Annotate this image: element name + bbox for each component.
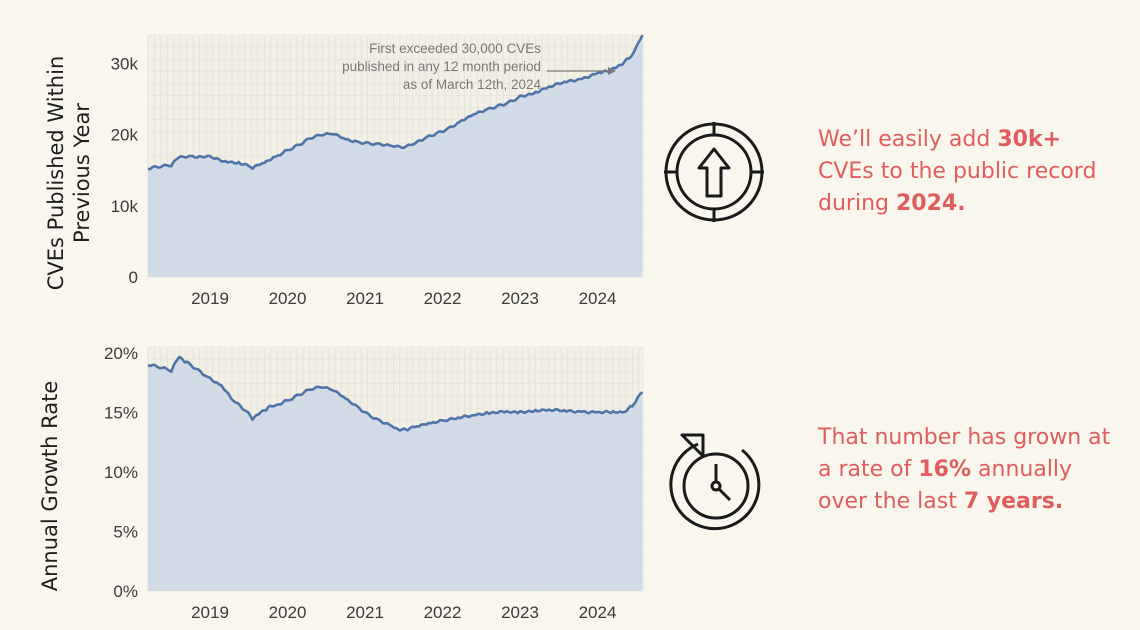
- note-cve-volume: We’ll easily add 30k+ CVEs to the public…: [818, 124, 1108, 220]
- y-ticks: 0% 5% 10% 15% 20%: [104, 344, 138, 601]
- note-highlight: 7 years.: [963, 489, 1064, 514]
- up-arrow-circle-icon: [664, 122, 764, 222]
- x-tick-label: 2023: [501, 603, 539, 622]
- annotation: First exceeded 30,000 CVEs published in …: [342, 41, 616, 92]
- x-tick-label: 2024: [579, 289, 617, 308]
- x-tick-label: 2022: [424, 289, 462, 308]
- x-tick-label: 2021: [346, 603, 384, 622]
- note-growth-rate: That number has grown at a rate of 16% a…: [818, 422, 1118, 518]
- note-highlight: 30k+: [997, 127, 1062, 152]
- annotation-line2: published in any 12 month period: [342, 59, 541, 74]
- y-tick-label: 30k: [111, 54, 139, 73]
- y-axis-title: Annual Growth Rate: [38, 381, 62, 592]
- cve-count-chart: 0 10k 20k 30k 2019 2020 2021 2022 2023 2024 CVEs…: [44, 34, 644, 308]
- annotation-line1: First exceeded 30,000 CVEs: [369, 41, 541, 56]
- y-tick-label: 20%: [104, 344, 138, 363]
- x-tick-label: 2022: [424, 603, 462, 622]
- series-line: [147, 356, 644, 432]
- x-tick-label: 2019: [191, 289, 229, 308]
- x-tick-label: 2021: [346, 289, 384, 308]
- y-tick-label: 5%: [113, 522, 138, 541]
- note-text: That number has grown at a rate of: [818, 425, 1111, 482]
- y-tick-label: 15%: [104, 403, 138, 422]
- series-area: [148, 35, 643, 277]
- y-tick-label: 0%: [113, 582, 138, 601]
- x-tick-label: 2020: [269, 289, 307, 308]
- y-tick-label: 20k: [111, 126, 139, 145]
- x-tick-label: 2020: [269, 603, 307, 622]
- y-axis-title-line1: CVEs Published Within: [44, 56, 68, 291]
- clock-refresh-icon: [669, 433, 761, 531]
- x-ticks: 2019 2020 2021 2022 2023 2024: [191, 289, 616, 308]
- y-tick-label: 0: [129, 268, 138, 287]
- x-ticks: 2019 2020 2021 2022 2023 2024: [191, 603, 616, 622]
- x-tick-label: 2019: [191, 603, 229, 622]
- y-axis-title-line2: Previous Year: [70, 103, 94, 243]
- series-area: [148, 357, 643, 591]
- note-highlight: 2024.: [895, 191, 966, 216]
- note-text: CVEs to the public record during: [818, 159, 1097, 216]
- x-tick-label: 2024: [579, 603, 617, 622]
- note-text: We’ll easily add: [818, 127, 998, 152]
- growth-rate-chart: 0% 5% 10% 15% 20% 2019 2020 2021 2022 2023 2024 A…: [38, 344, 644, 622]
- y-ticks: 0 10k 20k 30k: [111, 54, 139, 287]
- x-tick-label: 2023: [501, 289, 539, 308]
- note-text: annually over the last: [818, 457, 1073, 514]
- y-tick-label: 10%: [104, 463, 138, 482]
- series-line: [147, 34, 644, 171]
- y-tick-label: 10k: [111, 197, 139, 216]
- annotation-arrowhead: [608, 67, 616, 75]
- annotation-line3: as of March 12th, 2024: [403, 77, 542, 92]
- note-highlight: 16%: [918, 457, 972, 482]
